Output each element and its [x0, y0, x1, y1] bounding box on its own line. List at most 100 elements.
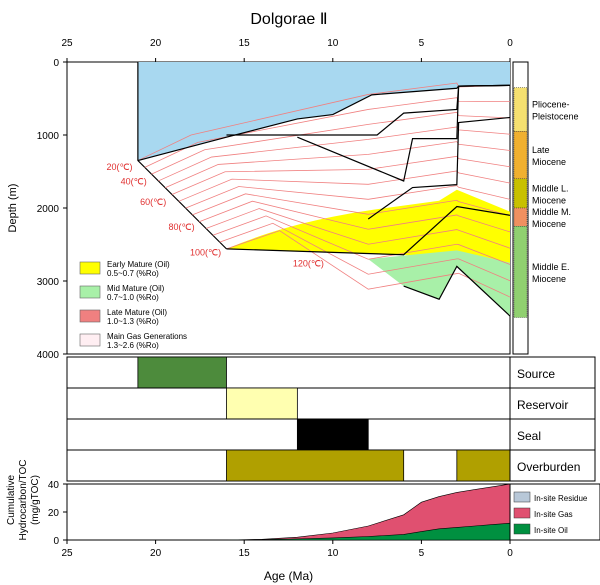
- y-tick-label: 2000: [37, 204, 60, 215]
- y-tick-label: 3000: [37, 277, 60, 288]
- stratigraphy-column: Pliocene- Pleistocene Late Miocene Middle L.…: [512, 61, 579, 355]
- strat-label: Miocene: [532, 274, 566, 284]
- event-label-cell: [509, 449, 596, 482]
- y-axis-label: (mg/gTOC): [30, 475, 41, 525]
- event-label: Overburden: [517, 460, 580, 474]
- horizon-line: [297, 84, 511, 182]
- strat-label: Miocene: [532, 195, 566, 205]
- event-label-cell: [509, 387, 596, 420]
- legend-swatch: [79, 285, 101, 299]
- isotherm-line: [158, 126, 511, 182]
- chart-title: Dolgorae Ⅱ: [250, 11, 327, 28]
- hydrocarbon-legend: In-site Residue In-site Gas In-site Oil: [509, 483, 600, 541]
- strat-label: Miocene: [532, 157, 566, 167]
- strat-label: Pliocene-: [532, 99, 570, 109]
- isotherm-label: 40(℃): [121, 177, 147, 187]
- legend-label: In-site Gas: [534, 510, 573, 519]
- isotherm-line: [137, 82, 511, 161]
- isotherm-label: 20(℃): [106, 162, 132, 172]
- isotherm-line: [164, 141, 511, 189]
- y-tick-label: 20: [48, 508, 60, 519]
- isotherm-label: 60(℃): [140, 197, 166, 207]
- x-tick-label: 10: [327, 548, 339, 559]
- strat-label: Miocene: [532, 219, 566, 229]
- isotherm-line: [178, 170, 511, 202]
- legend-swatch: [513, 523, 531, 535]
- oil-area: [226, 522, 511, 541]
- event-bar: [226, 449, 405, 482]
- legend-range: 0.5~0.7 (%Ro): [107, 269, 159, 278]
- strat-unit: [513, 87, 528, 132]
- legend-swatch: [79, 309, 101, 323]
- y-tick-label: 1000: [37, 131, 60, 142]
- gas-area: [226, 483, 511, 541]
- y-tick-label: 4000: [37, 350, 60, 361]
- x-tick-label: 10: [327, 38, 339, 49]
- event-label: Reservoir: [517, 398, 568, 412]
- strat-label: Pleistocene: [532, 111, 579, 121]
- event-label-cell: [509, 418, 596, 451]
- isotherm-line: [192, 193, 511, 217]
- maturity-legend: Early Mature (Oil)0.5~0.7 (%Ro) Mid Matur…: [79, 260, 187, 350]
- strat-label: Middle L.: [532, 183, 569, 193]
- isotherm-line: [185, 185, 511, 209]
- x-tick-label: 20: [150, 38, 162, 49]
- horizon-line: [367, 116, 511, 220]
- strat-label: Middle M.: [532, 207, 571, 217]
- x-tick-label: 0: [507, 548, 513, 559]
- x-tick-label: 25: [61, 38, 73, 49]
- strat-unit: [513, 131, 528, 180]
- legend-label: In-site Residue: [534, 494, 588, 503]
- isotherm-line: [199, 200, 511, 233]
- legend-range: 0.7~1.0 (%Ro): [107, 293, 159, 302]
- isotherm-line: [205, 208, 511, 249]
- isotherm-label: 80(℃): [168, 222, 194, 232]
- early-mature-zone: [226, 189, 511, 289]
- isotherm-label: 120(℃): [293, 258, 324, 268]
- x-tick-label: 15: [239, 38, 251, 49]
- event-bar: [137, 356, 227, 389]
- legend-label: In-site Oil: [534, 526, 568, 535]
- y-axis-label: Hydrocarbon/TOC: [18, 460, 29, 541]
- x-tick-label: 0: [507, 38, 513, 49]
- x-tick-label: 5: [419, 38, 425, 49]
- event-label: Source: [517, 367, 555, 381]
- event-row: [66, 356, 511, 389]
- legend-swatch: [79, 261, 101, 275]
- horizon-line: [226, 205, 511, 256]
- x-axis-label: Age (Ma): [264, 569, 313, 583]
- x-tick-label: 15: [239, 548, 251, 559]
- event-row: [66, 418, 511, 451]
- burial-history-panel: 20(℃) 40(℃) 60(℃) 80(℃) 100(℃) 120(℃) 25 20 15 10…: [7, 38, 513, 361]
- strat-unit: [513, 178, 528, 209]
- y-tick-label: 0: [53, 536, 59, 547]
- legend-swatch: [513, 491, 531, 503]
- isotherm-line: [226, 230, 511, 298]
- event-label-cell: [509, 356, 596, 389]
- isotherm-line: [171, 155, 511, 195]
- legend-range: 1.0~1.3 (%Ro): [107, 317, 159, 326]
- isotherm-line: [219, 222, 511, 282]
- strat-unit: [513, 226, 528, 318]
- legend-range: 1.3~2.6 (%Ro): [107, 341, 159, 350]
- isotherm-line: [212, 215, 511, 265]
- events-panel: Source Reservoir Seal Overburden: [66, 356, 596, 482]
- y-axis-label: Cumulative: [6, 475, 17, 525]
- strat-label: Late: [532, 145, 550, 155]
- legend-name: Main Gas Generations: [107, 332, 187, 341]
- event-bar: [296, 418, 369, 451]
- horizon-line: [403, 265, 511, 317]
- legend-name: Late Mature (Oil): [107, 308, 167, 317]
- strat-label: Middle E.: [532, 262, 570, 272]
- isotherm-line: [151, 111, 511, 175]
- hydrocarbon-panel: 0 20 40 25 20 15 10 5 0 Age (Ma) Cumulative Hydroca…: [6, 460, 513, 583]
- x-tick-label: 20: [150, 548, 162, 559]
- y-axis-label: Depth (m): [7, 184, 19, 233]
- x-tick-label: 25: [61, 548, 73, 559]
- x-tick-label: 5: [419, 548, 425, 559]
- legend-swatch: [513, 507, 531, 519]
- mid-mature-zone: [368, 250, 510, 317]
- y-tick-label: 0: [53, 58, 59, 69]
- event-bar: [226, 387, 298, 420]
